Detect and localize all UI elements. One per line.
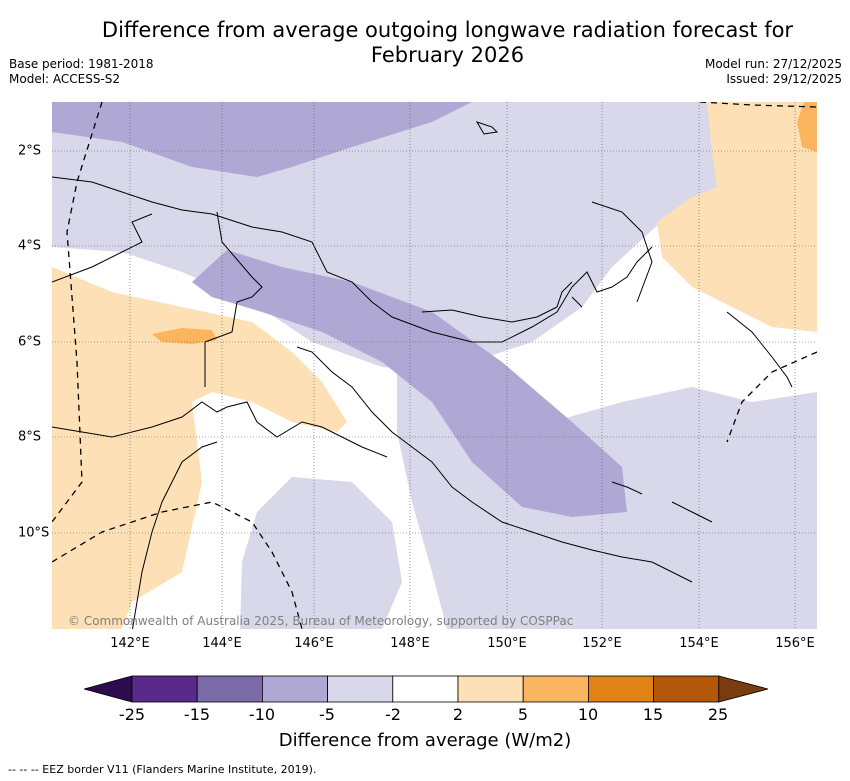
new-britain-coast — [421, 281, 583, 323]
lon-tick-146: 146°E — [294, 636, 334, 651]
anomaly-positive-west — [152, 328, 217, 344]
meta-left: Base period: 1981-2018 Model: ACCESS-S2 — [9, 57, 154, 87]
model-name: Model: ACCESS-S2 — [9, 72, 121, 86]
lon-tick-152: 152°E — [582, 636, 622, 651]
issued-date: Issued: 29/12/2025 — [726, 72, 842, 86]
cape-york-coast — [131, 441, 218, 629]
new-ireland-coast — [591, 201, 653, 303]
colorbar-bin — [522, 675, 589, 703]
colorbar-label: -5 — [319, 705, 335, 724]
colorbar-bin — [587, 675, 654, 703]
title-line-2: February 2026 — [370, 43, 525, 67]
colorbar-label: 2 — [452, 705, 464, 724]
copyright-notice: © Commonwealth of Australia 2025, Bureau… — [68, 614, 574, 628]
colorbar-label: 25 — [707, 705, 729, 724]
colorbar-label: -25 — [118, 705, 146, 724]
colorbar-label: -15 — [183, 705, 211, 724]
colorbar-bin — [327, 675, 394, 703]
manus-island — [475, 121, 499, 135]
south-coast — [52, 401, 388, 458]
colorbar-label: 15 — [642, 705, 664, 724]
lon-tick-154: 154°E — [679, 636, 719, 651]
lon-tick-144: 144°E — [202, 636, 242, 651]
eez-border-west — [52, 102, 103, 523]
colorbar-label: 5 — [517, 705, 529, 724]
bougainville-coast — [726, 311, 793, 388]
lon-tick-148: 148°E — [390, 636, 430, 651]
lon-tick-150: 150°E — [487, 636, 527, 651]
colorbar — [84, 675, 768, 703]
anomaly-positive-northeast — [797, 102, 817, 152]
lat-tick-10s: 10°S — [18, 525, 50, 541]
meta-right: Model run: 27/12/2025 Issued: 29/12/2025 — [705, 57, 842, 87]
colorbar-bin — [261, 675, 328, 703]
map-panel — [52, 102, 817, 629]
lon-tick-142: 142°E — [110, 636, 150, 651]
anomaly-mid-negative-central — [192, 250, 627, 517]
colorbar-bin — [196, 675, 263, 703]
png-border — [204, 211, 263, 387]
lon-tick-156: 156°E — [775, 636, 815, 651]
eez-border-south — [52, 501, 303, 629]
title-line-1: Difference from average outgoing longwav… — [101, 18, 794, 42]
lat-tick-6s: 6°S — [18, 334, 42, 350]
solomons-coast — [611, 481, 713, 523]
colorbar-bin — [653, 675, 720, 703]
colorbar-label: 10 — [577, 705, 599, 724]
anomaly-light-negative-southwest — [240, 477, 402, 629]
colorbar-label: -2 — [385, 705, 401, 724]
eez-legend: -- -- -- EEZ border V11 (Flanders Marine… — [8, 763, 317, 776]
colorbar-bin — [392, 675, 459, 703]
colorbar-extend-above — [718, 675, 768, 703]
colorbar-bin — [131, 675, 198, 703]
lat-tick-4s: 4°S — [18, 238, 42, 254]
colorbar-title: Difference from average (W/m2) — [278, 730, 572, 751]
eez-borders — [52, 102, 817, 629]
colorbar-extend-below — [84, 675, 133, 703]
west-papua-coast — [52, 213, 153, 283]
base-period: Base period: 1981-2018 — [9, 57, 154, 71]
colorbar-label: -10 — [248, 705, 276, 724]
lat-tick-8s: 8°S — [18, 429, 42, 445]
map-title: Difference from average outgoing longwav… — [0, 18, 850, 68]
model-run: Model run: 27/12/2025 — [704, 57, 842, 71]
graticule — [52, 102, 817, 629]
anomaly-light-positive-west — [52, 267, 347, 629]
anomaly-light-positive-east — [657, 102, 817, 332]
lat-tick-2s: 2°S — [18, 143, 42, 159]
anomaly-mid-negative-north — [52, 102, 472, 177]
eez-border-east — [726, 351, 817, 443]
colorbar-bin — [457, 675, 524, 703]
